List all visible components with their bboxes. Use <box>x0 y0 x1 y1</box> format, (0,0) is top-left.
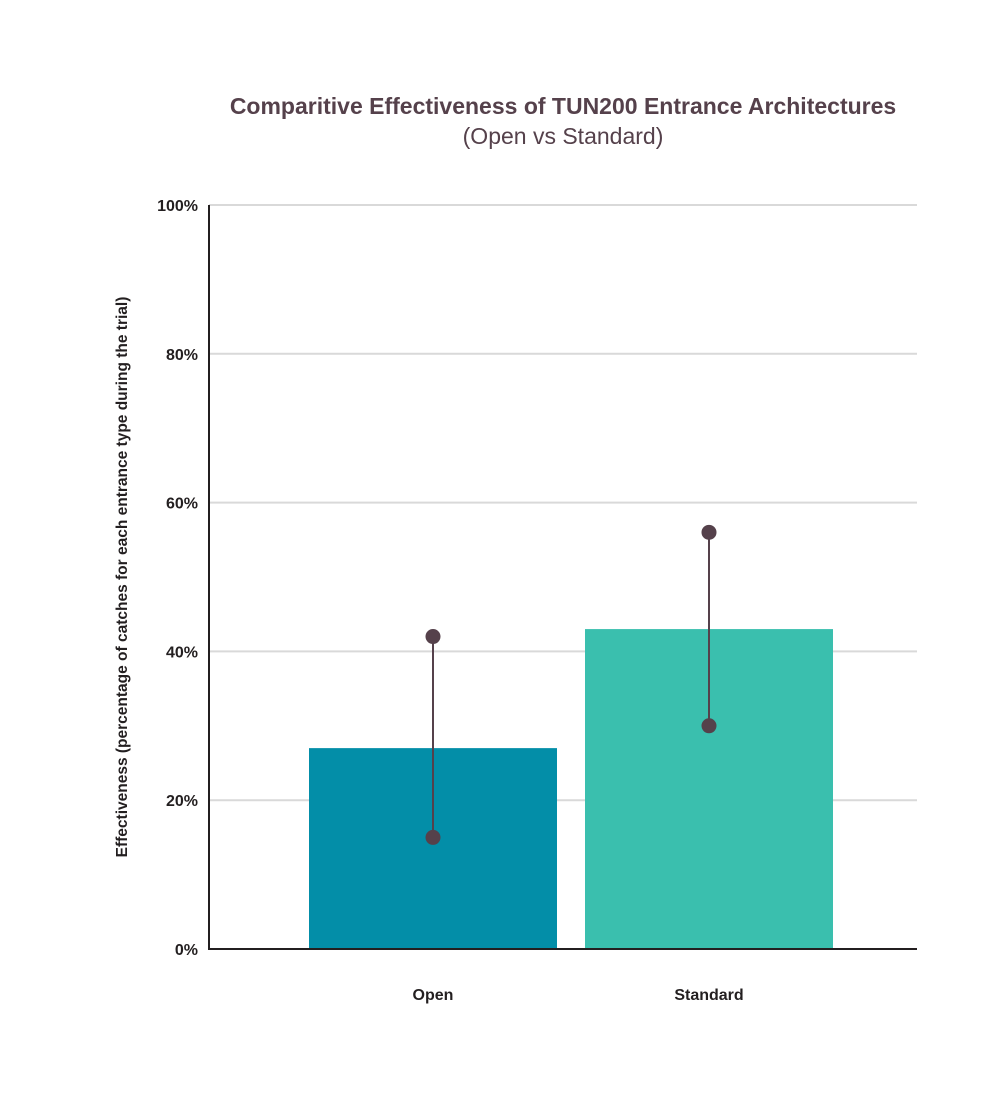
error-low-dot-open <box>425 829 441 845</box>
x-category-label-open: Open <box>413 987 454 1004</box>
y-tick-label-40: 40% <box>166 644 198 661</box>
y-axis-label: Effectiveness (percentage of catches for… <box>114 297 131 858</box>
axes <box>208 205 917 950</box>
error-bars <box>425 524 717 845</box>
chart-subtitle: (Open vs Standard) <box>463 123 664 149</box>
x-category-label-standard: Standard <box>674 987 743 1004</box>
y-tick-label-0: 0% <box>175 942 198 959</box>
error-high-dot-open <box>425 629 441 645</box>
error-low-dot-standard <box>701 718 717 734</box>
y-tick-label-80: 80% <box>166 347 198 364</box>
y-tick-label-20: 20% <box>166 793 198 810</box>
y-tick-labels: 0% 20% 40% 60% 80% 100% <box>157 198 198 959</box>
y-tick-label-60: 60% <box>166 496 198 513</box>
error-high-dot-standard <box>701 524 717 540</box>
bars <box>309 629 833 949</box>
y-tick-label-100: 100% <box>157 198 198 215</box>
chart-title: Comparitive Effectiveness of TUN200 Entr… <box>230 93 896 119</box>
x-category-labels: Open Standard <box>413 987 744 1004</box>
